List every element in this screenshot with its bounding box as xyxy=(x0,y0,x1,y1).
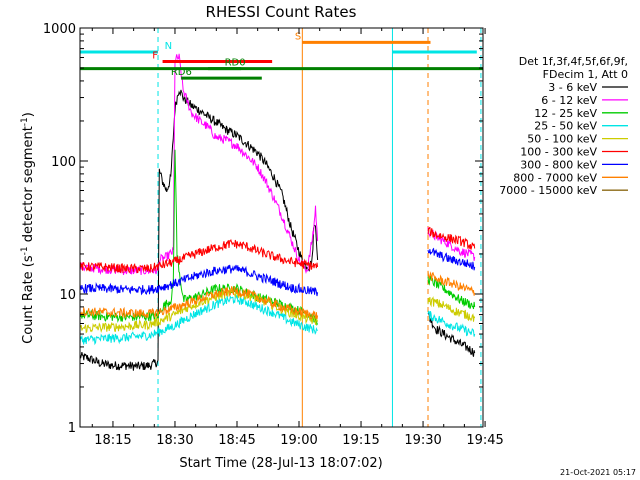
series-line xyxy=(427,226,476,250)
y-axis-label-sup2: -1 xyxy=(20,117,30,126)
footer-timestamp: 21-Oct-2021 05:17 xyxy=(560,468,636,477)
series-line xyxy=(79,264,319,297)
series-line xyxy=(79,293,318,346)
series-line xyxy=(427,247,476,271)
y-axis-label-main: Count Rate (s xyxy=(21,255,36,344)
series-line xyxy=(427,296,476,322)
y-axis-label: Count Rate (s-1 detector segment-1) xyxy=(20,112,36,344)
x-tick-label: 19:30 xyxy=(404,433,441,448)
x-tick-label: 18:30 xyxy=(156,433,193,448)
y-tick-label: 100 xyxy=(51,155,76,170)
y-axis-label-middle: detector segment xyxy=(21,126,36,246)
flag-bar-label: RD0 xyxy=(225,58,246,69)
series-line xyxy=(79,89,319,371)
legend-entry-label: 25 - 50 keV xyxy=(534,120,597,133)
x-tick-label: 19:00 xyxy=(280,433,317,448)
flag-bar-label: F xyxy=(152,50,158,61)
series-line xyxy=(79,149,319,327)
flag-bar-label: RD6 xyxy=(171,67,192,78)
flag-bar-label: N xyxy=(165,41,172,52)
y-tick-label: 1000 xyxy=(43,22,76,37)
x-tick-label: 18:15 xyxy=(94,433,131,448)
legend-entry-label: 6 - 12 keV xyxy=(541,94,597,107)
y-tick-label: 1 xyxy=(68,421,76,436)
legend: Det 1f,3f,4f,5f,6f,9f, FDecim 1, Att 0 3… xyxy=(499,55,628,197)
plot-area: NF RD0 RD6 S xyxy=(79,28,483,427)
legend-entry-label: 3 - 6 keV xyxy=(548,81,597,94)
y-axis-label-sup: -1 xyxy=(20,246,30,255)
chart-title: RHESSI Count Rates xyxy=(206,3,357,21)
series-line xyxy=(79,238,319,274)
x-tick-label: 19:15 xyxy=(342,433,379,448)
series-line xyxy=(80,288,319,334)
series-line xyxy=(79,286,319,320)
legend-header-line-1: Det 1f,3f,4f,5f,6f,9f, xyxy=(519,55,628,68)
legend-header-line-2: FDecim 1, Att 0 xyxy=(543,68,628,81)
legend-entry-label: 12 - 25 keV xyxy=(534,107,597,120)
legend-entry-label: 800 - 7000 keV xyxy=(513,171,597,184)
y-tick-label: 10 xyxy=(59,288,76,303)
legend-entry-label: 7000 - 15000 keV xyxy=(499,184,597,197)
series-line xyxy=(427,270,476,296)
legend-entry-label: 50 - 100 keV xyxy=(527,133,597,146)
x-tick-label: 18:45 xyxy=(218,433,255,448)
plot-frame xyxy=(79,27,484,428)
x-axis-label: Start Time (28-Jul-13 18:07:02) xyxy=(179,456,382,471)
legend-entry-label: 300 - 800 keV xyxy=(520,158,597,171)
series-line xyxy=(428,312,476,357)
y-axis-label-close: ) xyxy=(21,112,36,117)
x-tick-label: 19:45 xyxy=(466,433,503,448)
x-axis-ticks: 18:15 18:30 18:45 19:00 19:15 19:30 19:45 xyxy=(91,28,504,448)
series-line xyxy=(427,310,476,337)
legend-entry-label: 100 - 300 keV xyxy=(520,146,597,159)
y-axis-ticks: 1 10 100 1000 xyxy=(43,22,483,436)
flag-bar-label: S xyxy=(295,31,301,42)
